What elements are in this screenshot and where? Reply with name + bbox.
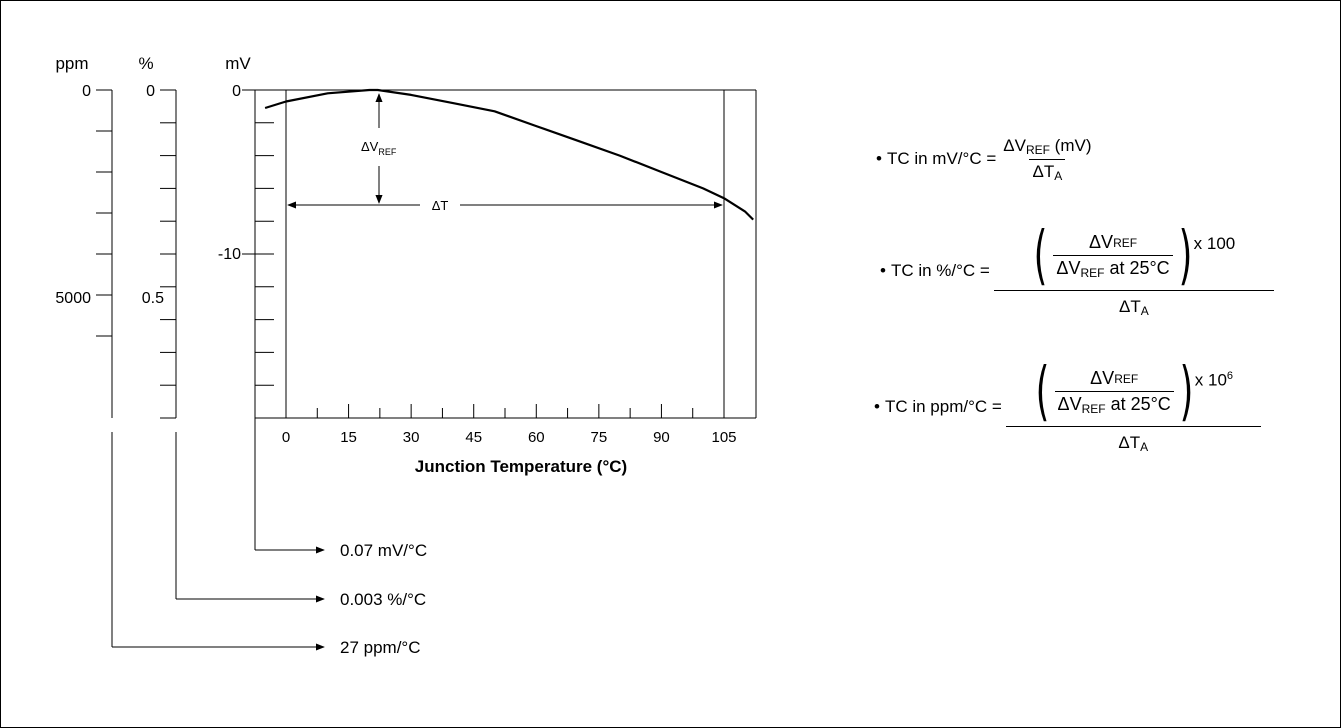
x-axis-title: Junction Temperature (°C) — [415, 457, 627, 476]
tc-mv-label: 0.07 mV/°C — [340, 541, 427, 560]
pct-tick-label-0: 0 — [146, 83, 155, 100]
ppm-tick-label-5000: 5000 — [55, 290, 91, 307]
mv-tick-label-minus10: -10 — [218, 246, 241, 263]
formula-tc-pct: • TC in %/°C = ( ΔV REF ΔVREF at 25°C ) x… — [880, 216, 1278, 326]
formula-tc-pct-lhs: TC in %/°C = — [890, 261, 990, 280]
formula-tc-pct-fraction: ( ΔV REF ΔVREF at 25°C ) x 100 ΔTA — [993, 224, 1274, 318]
bullet: • — [880, 261, 886, 280]
formula-tc-ppm-lhs: TC in ppm/°C = — [884, 397, 1002, 416]
x-tick-label: 90 — [653, 429, 670, 446]
ppm-axis-title: ppm — [55, 54, 88, 73]
series-line-vref — [264, 88, 754, 221]
tc-pct-label: 0.003 %/°C — [340, 590, 426, 609]
dvref-annotation: ΔVREF — [361, 139, 397, 157]
mv-tick-label-0: 0 — [232, 83, 241, 100]
formula-tc-ppm: • TC in ppm/°C = ( ΔV REF ΔVREF at 25°C )… — [874, 352, 1265, 462]
x-tick-label: 60 — [528, 429, 545, 446]
formula-tc-mv: • TC in mV/°C = ΔVREF (mV) ΔTA — [876, 132, 1099, 186]
x-tick-label: 0 — [282, 429, 290, 446]
tc-ppm-label: 27 ppm/°C — [340, 638, 421, 657]
x-tick-label: 45 — [465, 429, 482, 446]
bullet: • — [876, 149, 882, 168]
formula-tc-mv-fraction: ΔVREF (mV) ΔTA — [1003, 135, 1092, 183]
x-tick-label: 15 — [340, 429, 357, 446]
dt-annotation: ΔT — [432, 198, 449, 213]
ppm-tick-label-0: 0 — [82, 83, 91, 100]
formula-tc-ppm-fraction: ( ΔV REF ΔVREF at 25°C ) x 106 ΔTA — [1005, 360, 1261, 454]
x-tick-label: 30 — [403, 429, 420, 446]
pct-axis-title: % — [138, 54, 153, 73]
bullet: • — [874, 397, 880, 416]
pct-tick-label-0.5: 0.5 — [142, 290, 164, 307]
x-tick-label: 105 — [711, 429, 736, 446]
x-tick-label: 75 — [591, 429, 608, 446]
formula-tc-mv-lhs: TC in mV/°C = — [886, 149, 997, 168]
mv-axis-title: mV — [225, 54, 251, 73]
